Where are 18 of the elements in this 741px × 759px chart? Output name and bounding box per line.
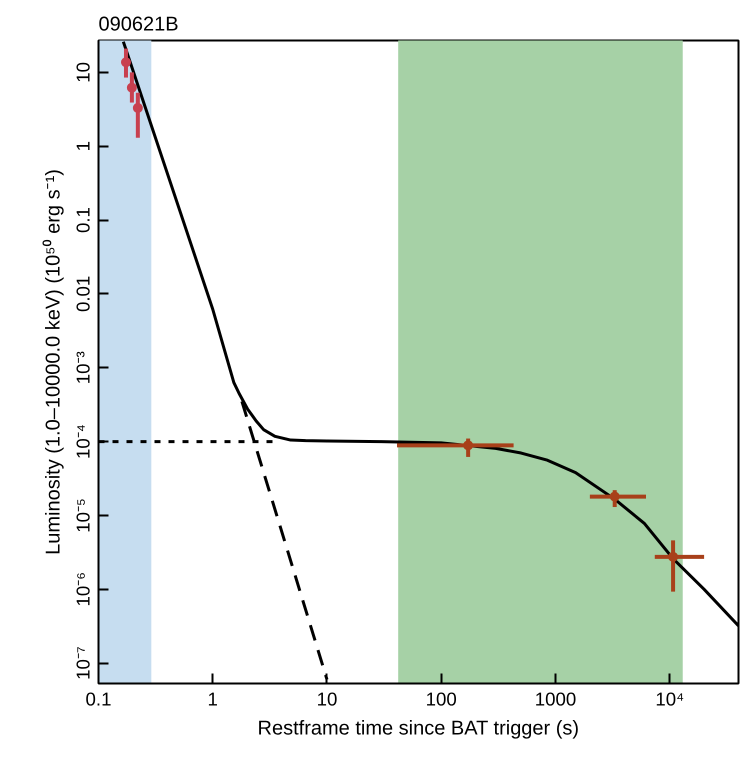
y-tick-label: 10⁻⁷ bbox=[72, 646, 94, 680]
chart-title: 090621B bbox=[98, 14, 179, 36]
x-tick-label: 100 bbox=[426, 688, 457, 710]
y-tick-label: 0.01 bbox=[72, 276, 94, 312]
x-tick-label: 10⁴ bbox=[655, 688, 684, 710]
x-tick-label: 1000 bbox=[534, 688, 576, 710]
y-tick-label: 10⁻⁵ bbox=[72, 498, 94, 533]
x-axis-title: Restframe time since BAT trigger (s) bbox=[258, 718, 580, 740]
y-tick-label: 1 bbox=[72, 141, 94, 152]
y-tick-label: 0.1 bbox=[72, 207, 94, 234]
x-tick-label: 0.1 bbox=[86, 688, 112, 710]
y-tick-label: 10⁻⁴ bbox=[72, 424, 94, 459]
x-tick-label: 10 bbox=[316, 688, 338, 710]
y-tick-label: 10 bbox=[72, 62, 94, 83]
y-tick-label: 10⁻⁶ bbox=[72, 572, 94, 607]
y-tick-label: 10⁻³ bbox=[72, 351, 94, 384]
y-axis-title: Luminosity (1.0–10000.0 keV) (10⁵⁰ erg s⁻¹) bbox=[42, 169, 64, 555]
x-tick-label: 1 bbox=[208, 688, 218, 710]
